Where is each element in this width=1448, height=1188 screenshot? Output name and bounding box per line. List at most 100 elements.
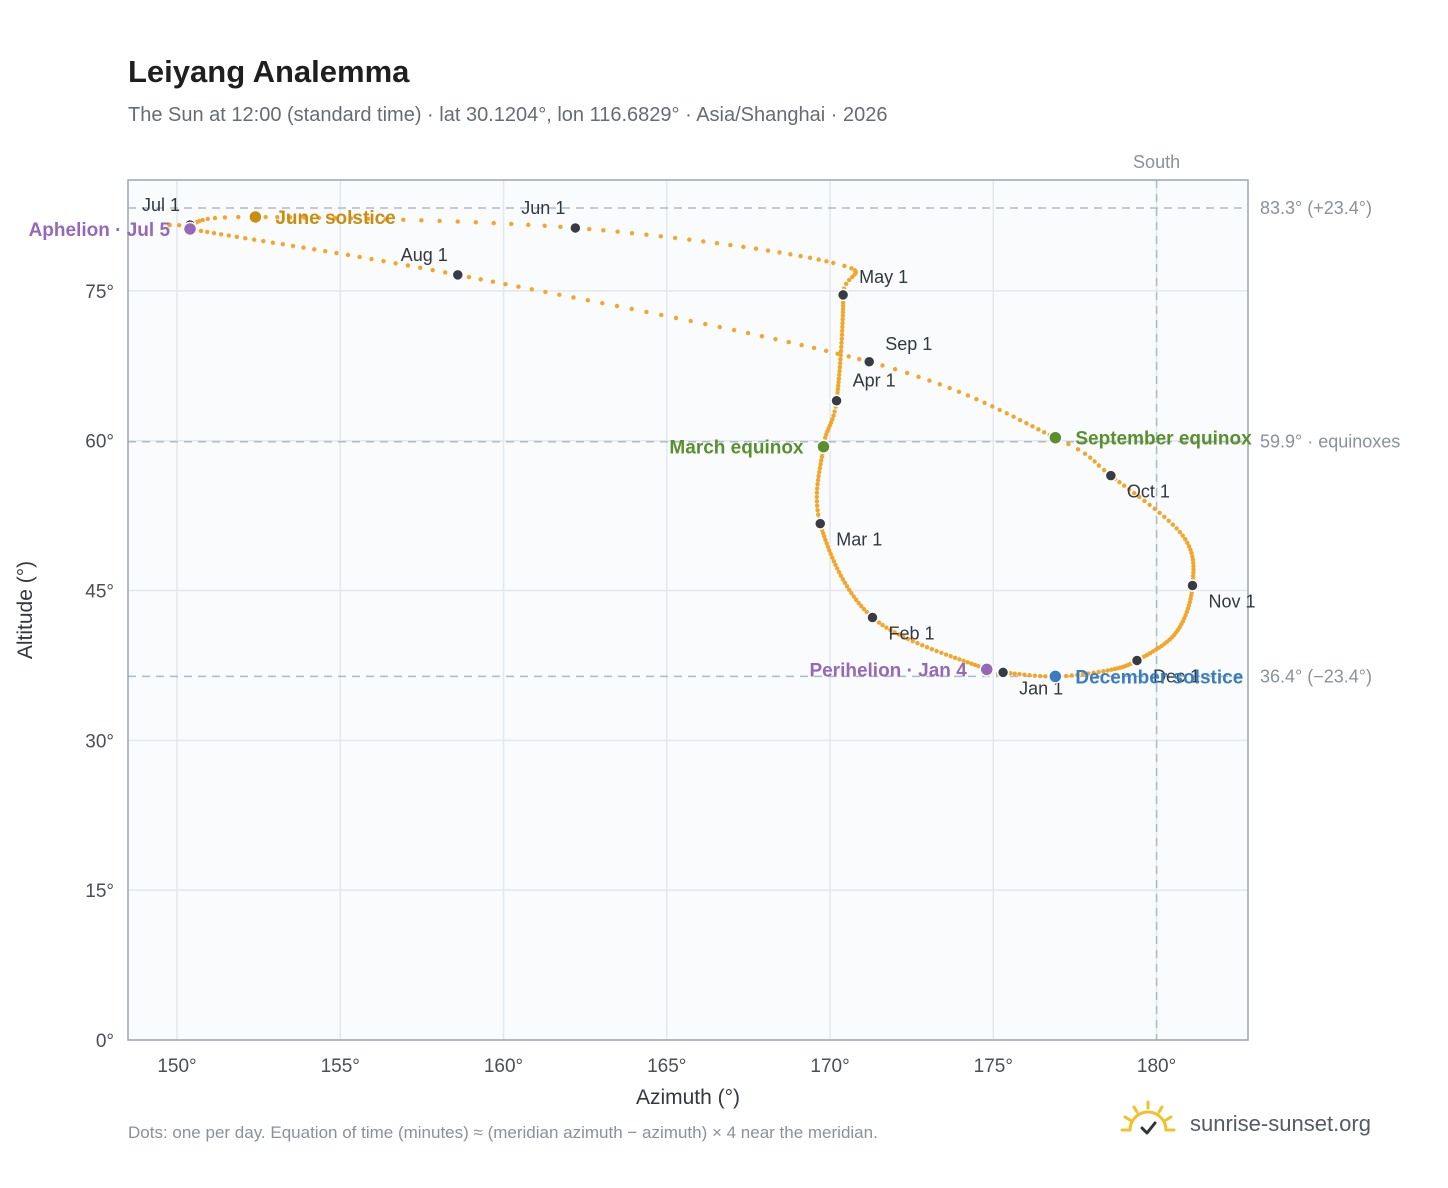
daily-sun-dot: [839, 344, 844, 350]
y-tick-label: 30°: [85, 731, 114, 752]
x-tick-label: 180°: [1137, 1056, 1176, 1077]
daily-sun-dot: [835, 390, 840, 395]
altitude-reference-label: 36.4° (−23.4°): [1260, 666, 1372, 686]
daily-sun-dot: [211, 230, 217, 236]
event-marker-dot: [248, 209, 263, 225]
y-tick-label: 60°: [85, 432, 114, 453]
daily-sun-dot: [827, 548, 832, 553]
daily-sun-dot: [859, 603, 864, 609]
plot-frame: [127, 179, 1249, 1041]
x-tick-label: 150°: [157, 1056, 196, 1077]
daily-sun-dot: [934, 648, 939, 654]
daily-sun-dot: [1066, 441, 1071, 447]
daily-sun-dot: [1162, 514, 1167, 520]
daily-sun-dot: [731, 327, 737, 333]
daily-sun-dot: [816, 512, 821, 517]
daily-sun-dot: [644, 232, 649, 237]
daily-sun-dot: [1190, 557, 1196, 562]
daily-sun-dot: [965, 660, 970, 665]
month-marker-label: Jan 1: [1019, 678, 1063, 698]
month-marker-label: May 1: [859, 267, 908, 287]
daily-sun-dot: [839, 340, 844, 346]
plot-area: [128, 180, 1248, 1040]
daily-sun-dot: [491, 220, 496, 226]
daily-sun-dot: [830, 555, 835, 560]
daily-sun-dot: [393, 261, 398, 266]
altitude-reference-label: 59.9° · equinoxes: [1260, 432, 1400, 452]
daily-sun-dot: [348, 216, 354, 221]
daily-sun-dot: [990, 404, 995, 409]
daily-sun-dot: [1191, 567, 1196, 572]
daily-sun-dot: [542, 223, 547, 228]
daily-sun-dot: [615, 229, 620, 234]
daily-sun-dot: [261, 238, 266, 244]
axes: 150° 155° 160° 165° 170° 175° 180° 0° 15° 30° 45° 6…: [14, 282, 1176, 1109]
daily-sun-dot: [234, 234, 240, 240]
daily-sun-dot: [263, 214, 268, 220]
event-marker-label: December solstice: [1075, 667, 1243, 688]
daily-sun-dot: [839, 328, 845, 334]
month-marker-label: Jun 1: [521, 198, 565, 218]
daily-sun-dot: [831, 260, 836, 266]
daily-sun-dot: [1036, 427, 1041, 432]
daily-sun-dot: [316, 215, 322, 221]
daily-sun-dot: [965, 393, 971, 398]
daily-sun-dot: [236, 214, 241, 220]
month-marker-label: Dec 1: [1153, 666, 1200, 686]
month-marker-dot: [451, 268, 465, 282]
footnote: Dots: one per day. Equation of time (min…: [128, 1123, 878, 1142]
daily-sun-dot: [1142, 498, 1147, 504]
daily-sun-dot: [835, 566, 840, 571]
daily-sun-dot: [437, 218, 442, 224]
daily-sun-dot: [815, 482, 820, 487]
daily-sun-dot: [673, 315, 679, 321]
daily-sun-dot: [905, 636, 911, 642]
daily-sun-dot: [861, 606, 867, 612]
daily-sun-dot: [688, 318, 693, 324]
daily-sun-dot: [939, 650, 944, 655]
daily-sun-dot: [952, 655, 958, 661]
daily-sun-dot: [1063, 673, 1069, 679]
daily-sun-dot: [849, 266, 854, 271]
event-marker-label: Aphelion · Jul 5: [29, 220, 171, 241]
daily-sun-dot: [839, 336, 844, 341]
daily-sun-dot: [838, 356, 843, 362]
daily-sun-dot: [1189, 550, 1194, 556]
month-marker-dot: [862, 355, 876, 369]
x-tick-label: 160°: [484, 1056, 523, 1077]
x-tick-label: 175°: [974, 1056, 1013, 1077]
daily-sun-dot: [243, 236, 248, 241]
sun-logo-icon: [1120, 1100, 1176, 1135]
daily-sun-dot: [807, 255, 813, 261]
daily-sun-dot: [976, 663, 981, 669]
daily-sun-dot: [1187, 599, 1193, 605]
daily-sun-dot: [840, 324, 845, 330]
daily-sun-dot: [601, 228, 606, 233]
month-marker-dot: [996, 666, 1010, 679]
daily-sun-dot: [1166, 518, 1171, 523]
daily-sun-dot: [383, 217, 388, 222]
daily-sun-dot: [824, 259, 829, 264]
daily-sun-dot: [823, 537, 828, 543]
x-tick-label: 170°: [810, 1056, 849, 1077]
daily-sun-dot: [837, 368, 842, 374]
daily-sun-dot: [516, 284, 521, 289]
daily-sun-dot: [1109, 667, 1114, 672]
daily-sun-dot: [1027, 673, 1032, 678]
event-marker-label: March equinox: [669, 438, 804, 459]
daily-sun-dot: [846, 277, 852, 283]
daily-sun-dot: [835, 386, 841, 392]
daily-sun-dot: [849, 591, 854, 596]
daily-sun-dot: [957, 657, 962, 662]
daily-sun-dot: [816, 473, 821, 479]
daily-sun-dot: [275, 214, 280, 220]
chart-title: Leiyang Analemma: [128, 54, 410, 89]
daily-sun-dot: [823, 348, 829, 354]
daily-sun-dot: [1091, 670, 1096, 676]
daily-sun-dot: [1080, 672, 1086, 677]
daily-sun-dot: [884, 625, 889, 630]
daily-sun-dot: [836, 569, 842, 575]
daily-sun-dot: [658, 234, 664, 239]
daily-sun-dot: [916, 374, 921, 379]
